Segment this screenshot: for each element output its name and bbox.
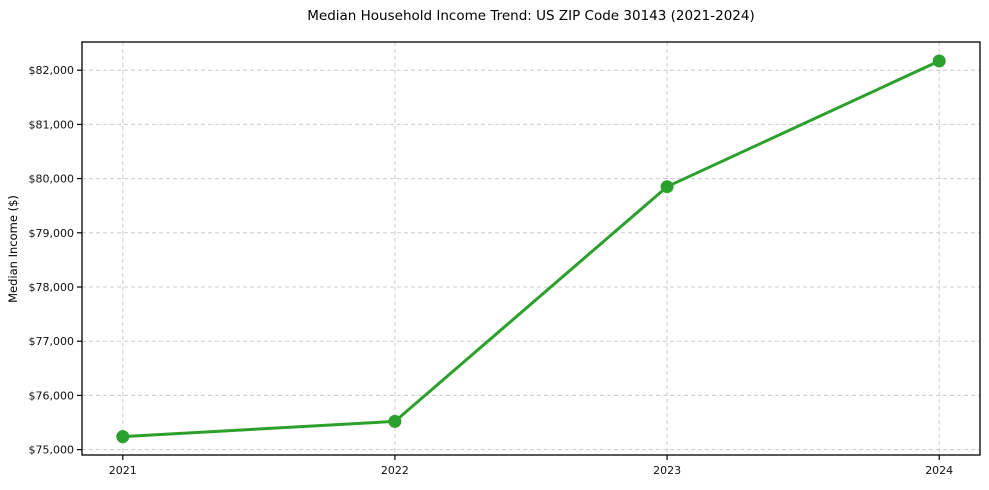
x-tick-label: 2022 [381,464,409,477]
y-tick-label: $75,000 [29,444,75,457]
data-point-marker [932,54,946,68]
chart-title: Median Household Income Trend: US ZIP Co… [307,8,755,24]
y-tick-label: $81,000 [29,118,75,131]
x-tick-label: 2024 [925,464,953,477]
data-point-marker [660,180,674,194]
y-tick-label: $76,000 [29,389,75,402]
y-tick-label: $77,000 [29,335,75,348]
data-point-marker [116,430,130,444]
trend-line [121,59,941,439]
y-tick-label: $78,000 [29,281,75,294]
y-tick-label: $80,000 [29,173,75,186]
y-tick-label: $82,000 [29,64,75,77]
data-point-marker [388,414,402,428]
x-tick-label: 2021 [109,464,137,477]
plot-border [81,41,981,456]
x-tick-label: 2023 [653,464,681,477]
y-tick-label: $79,000 [29,227,75,240]
